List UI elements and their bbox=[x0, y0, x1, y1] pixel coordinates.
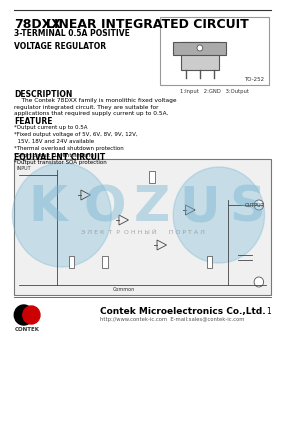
Bar bbox=[160, 17, 269, 85]
Circle shape bbox=[23, 306, 40, 324]
Text: EQUIVALENT CIRCUIT: EQUIVALENT CIRCUIT bbox=[14, 153, 106, 162]
Text: http://www.contek-ic.com  E-mail:sales@contek-ic.com: http://www.contek-ic.com E-mail:sales@co… bbox=[100, 317, 244, 322]
Circle shape bbox=[14, 305, 33, 325]
Circle shape bbox=[254, 277, 264, 287]
Text: *Short circuit current limiting: *Short circuit current limiting bbox=[14, 153, 94, 158]
Text: FEATURE: FEATURE bbox=[14, 117, 53, 126]
Text: K: K bbox=[28, 183, 67, 231]
Text: INPUT: INPUT bbox=[16, 165, 31, 170]
Text: U: U bbox=[179, 183, 220, 231]
Circle shape bbox=[173, 167, 265, 263]
Text: *Output transistor SOA protection: *Output transistor SOA protection bbox=[14, 160, 107, 165]
Text: CONTEK: CONTEK bbox=[15, 327, 40, 332]
Bar bbox=[102, 256, 107, 268]
Text: The Contek 78DXX family is monolithic fixed voltage
regulator integrated circuit: The Contek 78DXX family is monolithic fi… bbox=[14, 98, 177, 116]
Bar bbox=[206, 256, 212, 268]
Text: 1:Input   2:GND   3:Output: 1:Input 2:GND 3:Output bbox=[180, 89, 249, 94]
Text: Common: Common bbox=[112, 287, 135, 292]
Bar bbox=[149, 171, 155, 183]
Text: OUTPUT: OUTPUT bbox=[245, 202, 265, 207]
Text: Э Л Е К  Т  Р  О Н Н Ы Й      П О Р Т А Л: Э Л Е К Т Р О Н Н Ы Й П О Р Т А Л bbox=[81, 230, 205, 235]
Circle shape bbox=[197, 45, 203, 51]
Text: *Thermal overload shutdown protection: *Thermal overload shutdown protection bbox=[14, 146, 124, 151]
Text: Z: Z bbox=[134, 183, 170, 231]
Text: O: O bbox=[83, 183, 126, 231]
Text: *Output current up to 0.5A: *Output current up to 0.5A bbox=[14, 125, 88, 130]
Text: 1: 1 bbox=[266, 307, 271, 316]
Text: 15V, 18V and 24V available: 15V, 18V and 24V available bbox=[14, 139, 95, 144]
Bar bbox=[181, 42, 219, 70]
Text: DESCRIPTION: DESCRIPTION bbox=[14, 90, 73, 99]
Text: S: S bbox=[230, 183, 266, 231]
Circle shape bbox=[12, 163, 111, 267]
Text: LINEAR INTEGRATED CIRCUIT: LINEAR INTEGRATED CIRCUIT bbox=[46, 18, 249, 31]
Text: 3-TERMINAL 0.5A POSITIVE
VOLTAGE REGULATOR: 3-TERMINAL 0.5A POSITIVE VOLTAGE REGULAT… bbox=[14, 29, 130, 51]
Circle shape bbox=[254, 200, 264, 210]
Text: TO-252: TO-252 bbox=[244, 77, 265, 82]
Bar bbox=[14, 159, 271, 295]
Bar bbox=[173, 42, 226, 55]
Bar bbox=[68, 256, 74, 268]
Text: Contek Microelectronics Co.,Ltd.: Contek Microelectronics Co.,Ltd. bbox=[100, 307, 266, 316]
Text: *Fixed output voltage of 5V, 6V, 8V, 9V, 12V,: *Fixed output voltage of 5V, 6V, 8V, 9V,… bbox=[14, 132, 138, 137]
Text: 78DXX: 78DXX bbox=[14, 18, 61, 31]
